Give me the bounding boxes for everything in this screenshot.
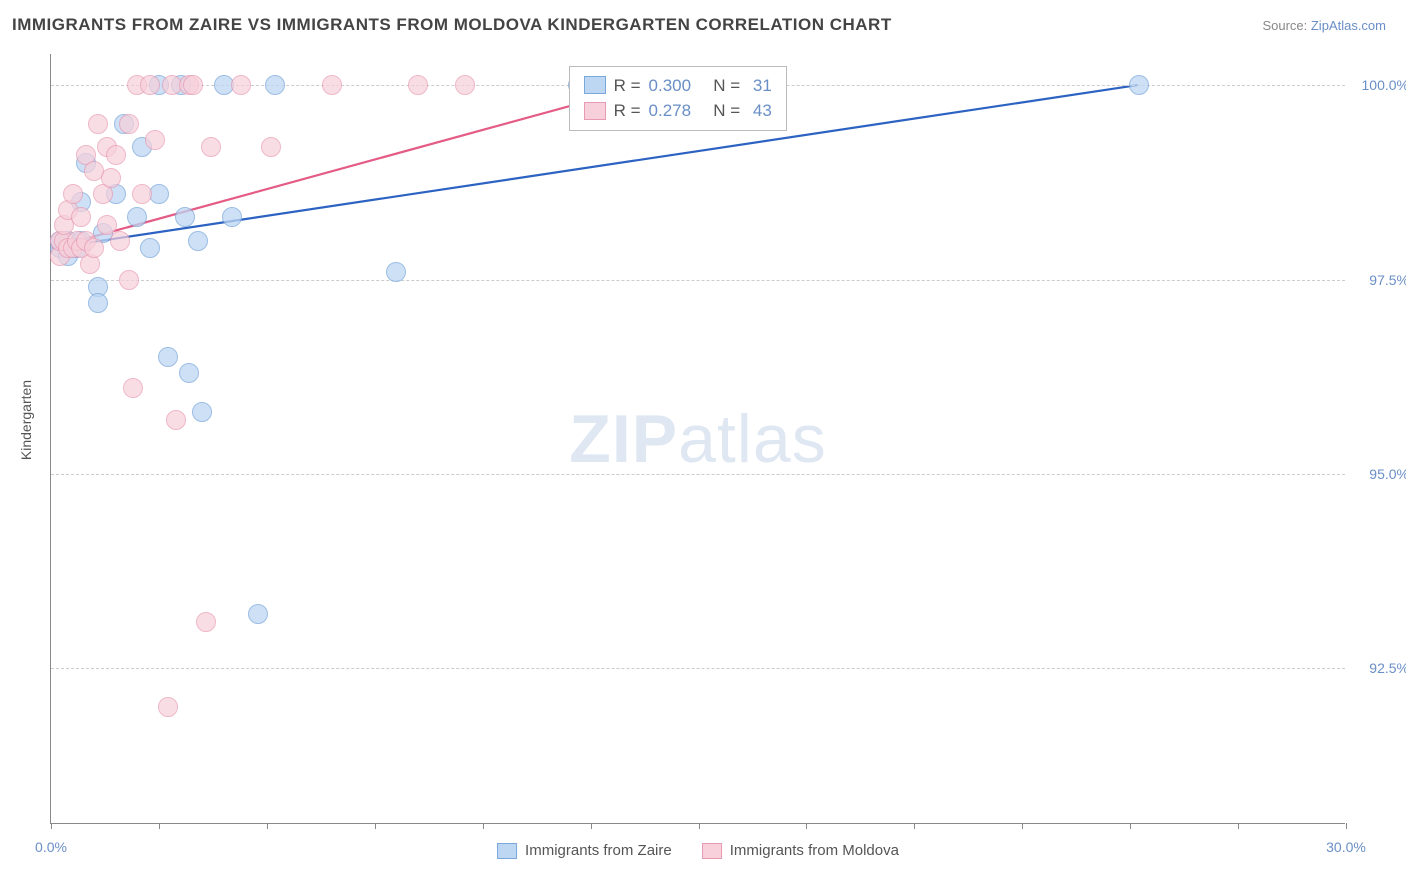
legend-swatch-icon (702, 843, 722, 859)
scatter-point-moldova (132, 184, 152, 204)
scatter-point-zaire (149, 184, 169, 204)
scatter-point-moldova (119, 270, 139, 290)
scatter-point-moldova (106, 145, 126, 165)
trend-lines (51, 54, 1345, 823)
legend-item-moldova: Immigrants from Moldova (702, 842, 899, 859)
scatter-point-zaire (192, 402, 212, 422)
x-tick (1346, 823, 1347, 829)
legend-swatch-moldova (584, 102, 606, 120)
y-tick-label: 92.5% (1369, 660, 1406, 676)
x-tick (51, 823, 52, 829)
scatter-point-zaire (88, 293, 108, 313)
source-link[interactable]: ZipAtlas.com (1311, 18, 1386, 33)
y-tick-label: 95.0% (1369, 466, 1406, 482)
x-tick (591, 823, 592, 829)
x-tick-label: 0.0% (35, 839, 67, 855)
scatter-point-zaire (158, 347, 178, 367)
scatter-point-moldova (71, 207, 91, 227)
source-credit: Source: ZipAtlas.com (1262, 18, 1386, 33)
y-axis-label: Kindergarten (18, 380, 34, 460)
scatter-point-moldova (231, 75, 251, 95)
gridline (51, 668, 1345, 669)
scatter-point-moldova (140, 75, 160, 95)
x-tick (1130, 823, 1131, 829)
scatter-point-zaire (175, 207, 195, 227)
scatter-point-moldova (455, 75, 475, 95)
scatter-point-moldova (408, 75, 428, 95)
scatter-point-moldova (119, 114, 139, 134)
scatter-point-zaire (265, 75, 285, 95)
scatter-point-zaire (188, 231, 208, 251)
scatter-point-moldova (145, 130, 165, 150)
legend-label: Immigrants from Moldova (730, 842, 899, 859)
scatter-point-moldova (322, 75, 342, 95)
scatter-point-moldova (196, 612, 216, 632)
scatter-point-moldova (166, 410, 186, 430)
scatter-point-moldova (110, 231, 130, 251)
y-tick-label: 100.0% (1362, 77, 1406, 93)
scatter-point-zaire (179, 363, 199, 383)
legend-label: Immigrants from Zaire (525, 842, 672, 859)
stats-legend: R = 0.300 N = 31 R = 0.278 N = 43 (569, 66, 787, 131)
x-tick (806, 823, 807, 829)
x-tick (375, 823, 376, 829)
y-tick-label: 97.5% (1369, 272, 1406, 288)
x-tick-label: 30.0% (1326, 839, 1366, 855)
scatter-point-zaire (248, 604, 268, 624)
x-tick (159, 823, 160, 829)
scatter-point-moldova (123, 378, 143, 398)
x-tick (1238, 823, 1239, 829)
gridline (51, 280, 1345, 281)
legend-item-zaire: Immigrants from Zaire (497, 842, 672, 859)
scatter-point-zaire (222, 207, 242, 227)
plot-area: ZIPatlas Immigrants from ZaireImmigrants… (50, 54, 1345, 824)
scatter-point-moldova (63, 184, 83, 204)
stats-legend-row-moldova: R = 0.278 N = 43 (584, 98, 772, 124)
x-tick (267, 823, 268, 829)
x-tick (699, 823, 700, 829)
scatter-point-moldova (261, 137, 281, 157)
legend-swatch-icon (497, 843, 517, 859)
stats-legend-row-zaire: R = 0.300 N = 31 (584, 73, 772, 99)
legend-swatch-zaire (584, 76, 606, 94)
chart-title: IMMIGRANTS FROM ZAIRE VS IMMIGRANTS FROM… (12, 15, 892, 35)
scatter-point-moldova (201, 137, 221, 157)
scatter-point-moldova (101, 168, 121, 188)
x-tick (1022, 823, 1023, 829)
scatter-point-moldova (158, 697, 178, 717)
watermark: ZIPatlas (569, 400, 826, 478)
scatter-point-zaire (386, 262, 406, 282)
x-tick (483, 823, 484, 829)
scatter-point-moldova (84, 238, 104, 258)
bottom-legend: Immigrants from Zaire Immigrants from Mol… (497, 842, 899, 859)
scatter-point-zaire (140, 238, 160, 258)
gridline (51, 474, 1345, 475)
scatter-point-zaire (127, 207, 147, 227)
scatter-point-moldova (88, 114, 108, 134)
scatter-point-moldova (183, 75, 203, 95)
scatter-point-zaire (1129, 75, 1149, 95)
x-tick (914, 823, 915, 829)
